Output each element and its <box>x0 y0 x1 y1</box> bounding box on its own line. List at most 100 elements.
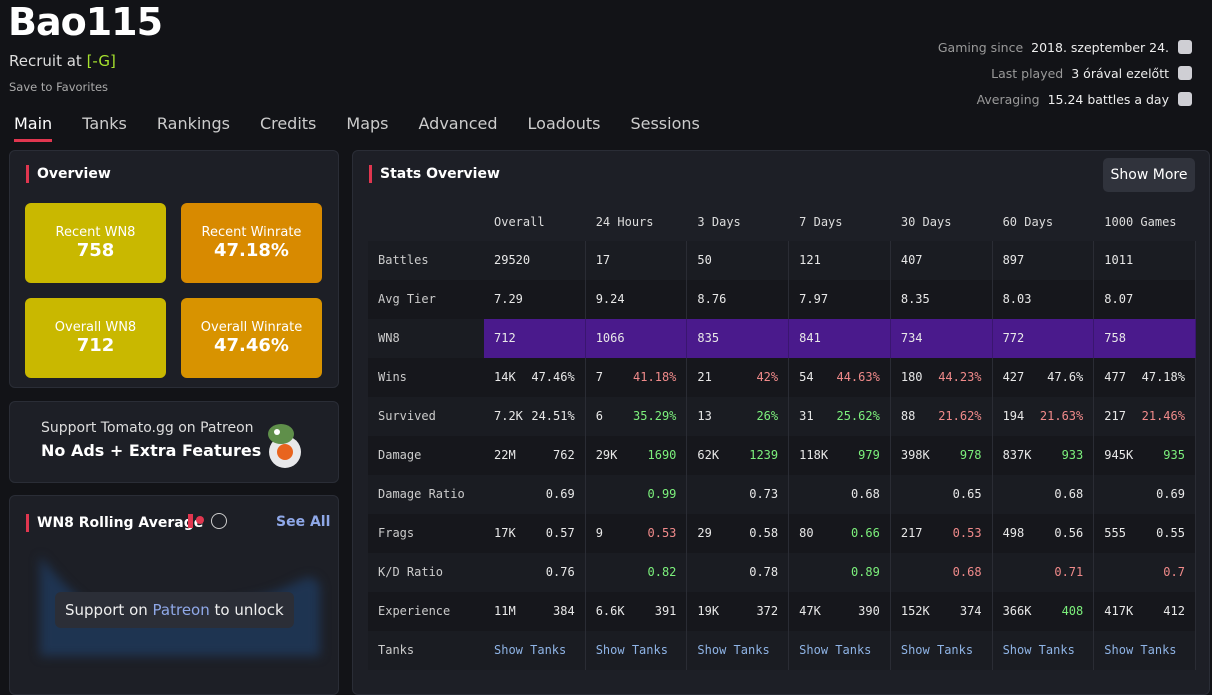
table-cell: 758 <box>1094 319 1196 358</box>
table-row: Wins 14K 47.46% 7 41.18% 21 42% 54 44.63% 180 44.2… <box>368 358 1196 397</box>
cell-value: 7.97 <box>799 292 829 306</box>
cell-value: 734 <box>900 331 923 345</box>
cell-value: 841 <box>799 331 821 345</box>
unlock-box[interactable]: Support on Patreon to unlock <box>55 592 294 628</box>
cell-ratio: 0.7 <box>1163 565 1185 579</box>
table-row: Damage 22M 762 29K 1690 62K 1239 118K 979 398K 978… <box>368 436 1196 475</box>
table-cell: 47K 390 <box>789 592 891 631</box>
table-cell: 6 35.29% <box>586 397 688 436</box>
show-tanks[interactable]: Show Tanks <box>900 643 974 657</box>
meta-row: Gaming since 2018. szeptember 24. <box>772 34 1192 60</box>
row-label: Frags <box>378 526 415 540</box>
table-cell: 0.82 <box>586 553 688 592</box>
card-label: Recent Winrate <box>201 225 302 240</box>
table-cell: 29520 <box>484 241 586 280</box>
table-cell: 194 21.63% <box>993 397 1095 436</box>
cell-value: 8.76 <box>697 292 727 306</box>
tab[interactable]: Loadouts <box>527 114 601 133</box>
table-cell: 31 25.62% <box>789 397 891 436</box>
see-all[interactable]: See All <box>276 514 331 530</box>
table-cell: 29 0.58 <box>687 514 790 553</box>
show-tanks[interactable]: Show Tanks <box>1104 643 1177 657</box>
player-role: Recruit at [-G] <box>9 52 116 70</box>
overview-panel: Overview Recent WN8 758 Recent Winrate 47.1… <box>9 150 339 388</box>
show-tanks[interactable]: Show Tanks <box>595 643 668 657</box>
row-label-cell: WN8 <box>368 319 484 358</box>
table-cell: 6.6K 391 <box>586 592 688 631</box>
cell-ratio: 0.55 <box>1156 526 1185 540</box>
tab[interactable]: Advanced <box>418 114 498 133</box>
table-row: Avg Tier 7.29 9.24 8.76 7.97 8.35 8.03 8.07 <box>368 280 1196 319</box>
cell-ratio: 979 <box>858 448 880 462</box>
row-label-cell: Frags <box>368 514 484 553</box>
patreon-panel[interactable]: Support Tomato.gg on Patreon No Ads + Ex… <box>9 401 339 483</box>
column-header: 3 Days <box>687 203 789 242</box>
table-cell: 88 21.62% <box>891 397 993 436</box>
table-cell: Show Tanks <box>586 631 688 670</box>
overview-title: Overview <box>26 165 111 183</box>
meta-icon <box>1178 40 1192 54</box>
tab[interactable]: Rankings <box>156 114 230 133</box>
tab[interactable]: Tanks <box>82 114 127 133</box>
row-label-cell: Battles <box>368 241 484 280</box>
meta-row: Last played 3 órával ezelőtt <box>772 60 1192 86</box>
cell-value: 398K <box>900 448 930 462</box>
table-cell: 734 <box>890 319 993 358</box>
table-cell: 555 0.55 <box>1094 514 1196 553</box>
table-cell: 835 <box>687 319 790 358</box>
row-label: Avg Tier <box>378 292 436 306</box>
table-cell: 80 0.66 <box>789 514 891 553</box>
rolling-title: WN8 Rolling Average <box>26 514 203 532</box>
cell-value: 427 <box>1002 370 1025 384</box>
tab[interactable]: Credits <box>259 114 317 133</box>
table-cell: 366K 408 <box>993 592 1095 631</box>
cell-ratio: 0.99 <box>647 487 677 501</box>
cell-ratio: 24.51% <box>531 409 575 423</box>
column-label: 30 Days <box>900 215 952 229</box>
table-cell: 407 <box>891 241 993 280</box>
tab[interactable]: Sessions <box>630 114 700 133</box>
cell-ratio: 42% <box>756 370 779 384</box>
cell-value: 1066 <box>595 331 625 345</box>
patreon-line2: No Ads + Extra Features <box>41 441 262 460</box>
cell-value: 8.35 <box>900 292 930 306</box>
show-tanks[interactable]: Show Tanks <box>494 643 567 657</box>
row-label-cell: Wins <box>368 358 484 397</box>
cell-value: 7.2K <box>494 409 523 423</box>
cell-value: 555 <box>1104 526 1126 540</box>
table-cell: 0.89 <box>789 553 891 592</box>
cell-value: 7 <box>595 370 603 384</box>
table-cell: 837K 933 <box>993 436 1095 475</box>
clan-link[interactable]: [-G] <box>86 52 116 70</box>
table-cell: 0.7 <box>1094 553 1196 592</box>
column-label: 3 Days <box>697 215 741 229</box>
show-tanks[interactable]: Show Tanks <box>1002 643 1075 657</box>
cell-ratio: 0.78 <box>749 565 779 579</box>
cell-value: 9 <box>595 526 603 540</box>
card-value: 47.46% <box>214 335 289 356</box>
cell-ratio: 0.56 <box>1054 526 1084 540</box>
show-tanks[interactable]: Show Tanks <box>697 643 770 657</box>
cell-value: 29 <box>697 526 712 540</box>
show-more[interactable]: Show More <box>1103 158 1195 192</box>
cell-value: 1011 <box>1104 253 1134 267</box>
table-cell: 50 <box>687 241 790 280</box>
tab[interactable]: Main <box>14 114 53 142</box>
cell-value: 6.6K <box>595 604 625 618</box>
cell-value: 7.29 <box>494 292 523 306</box>
save-favorites[interactable]: Save to Favorites <box>9 80 109 94</box>
tab[interactable]: Maps <box>346 114 389 133</box>
info-icon[interactable] <box>211 513 227 529</box>
tabs: Main Tanks Rankings Credits Maps Advanced Load… <box>14 114 730 142</box>
show-tanks[interactable]: Show Tanks <box>799 643 872 657</box>
unlock-link[interactable]: Patreon <box>152 601 210 619</box>
table-cell: 712 <box>484 319 586 358</box>
column-label: 60 Days <box>1002 215 1054 229</box>
meta-icon <box>1178 92 1192 106</box>
row-label-cell: K/D Ratio <box>368 553 484 592</box>
meta-row: Averaging 15.24 battles a day <box>772 86 1192 112</box>
column-label: 1000 Games <box>1104 215 1177 229</box>
table-cell: 0.68 <box>789 475 891 514</box>
cell-value: 477 <box>1104 370 1126 384</box>
